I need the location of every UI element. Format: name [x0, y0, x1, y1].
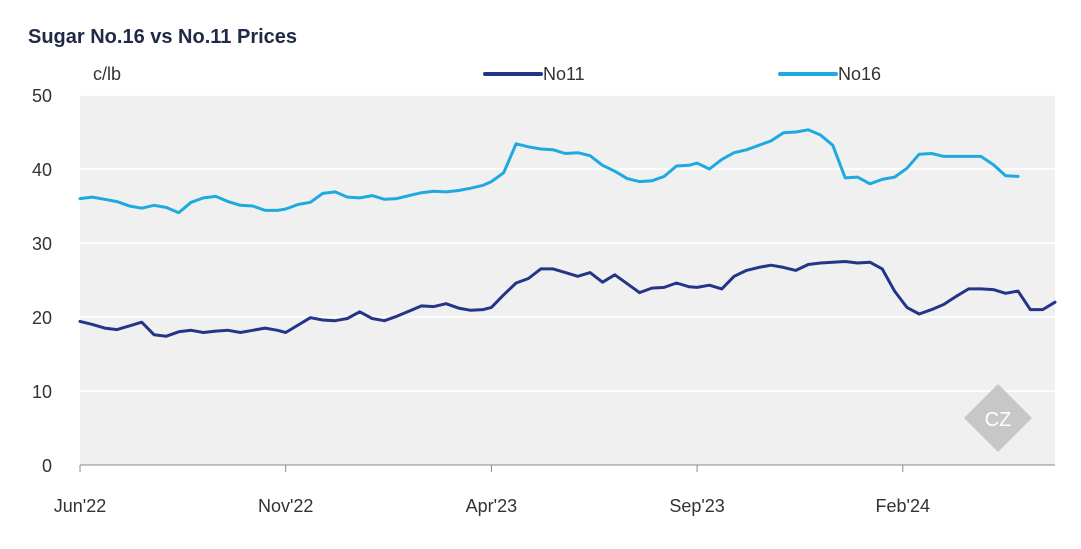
y-tick-label: 0: [42, 456, 52, 476]
plot-background: [80, 95, 1055, 465]
watermark-logo: CZ: [964, 384, 1032, 452]
legend-label-no16: No16: [838, 64, 881, 84]
series-line-no16: [78, 128, 1020, 215]
y-tick-label: 30: [32, 234, 52, 254]
series-line-no11: [78, 260, 1057, 338]
x-tick-label: Nov'22: [258, 496, 313, 516]
y-axis-unit-label: c/lb: [93, 64, 121, 84]
legend-label-no11: No11: [543, 64, 585, 84]
y-tick-label: 10: [32, 382, 52, 402]
series-lines: [78, 128, 1057, 338]
y-tick-label: 40: [32, 160, 52, 180]
y-tick-label: 20: [32, 308, 52, 328]
x-tick-label: Sep'23: [669, 496, 725, 516]
x-tick-label: Apr'23: [466, 496, 517, 516]
chart-title: Sugar No.16 vs No.11 Prices: [28, 26, 297, 48]
x-tick-label: Jun'22: [54, 496, 106, 516]
x-tick-label: Feb'24: [876, 496, 930, 516]
svg-text:CZ: CZ: [985, 409, 1012, 431]
gridlines: [80, 94, 1055, 392]
y-tick-label: 50: [32, 86, 52, 106]
axes: 0 10 20 30 40 50 Jun'22 Nov'22 Apr'23 Sep'23 Feb'2…: [32, 86, 1055, 516]
legend: No11 No16: [483, 64, 881, 84]
